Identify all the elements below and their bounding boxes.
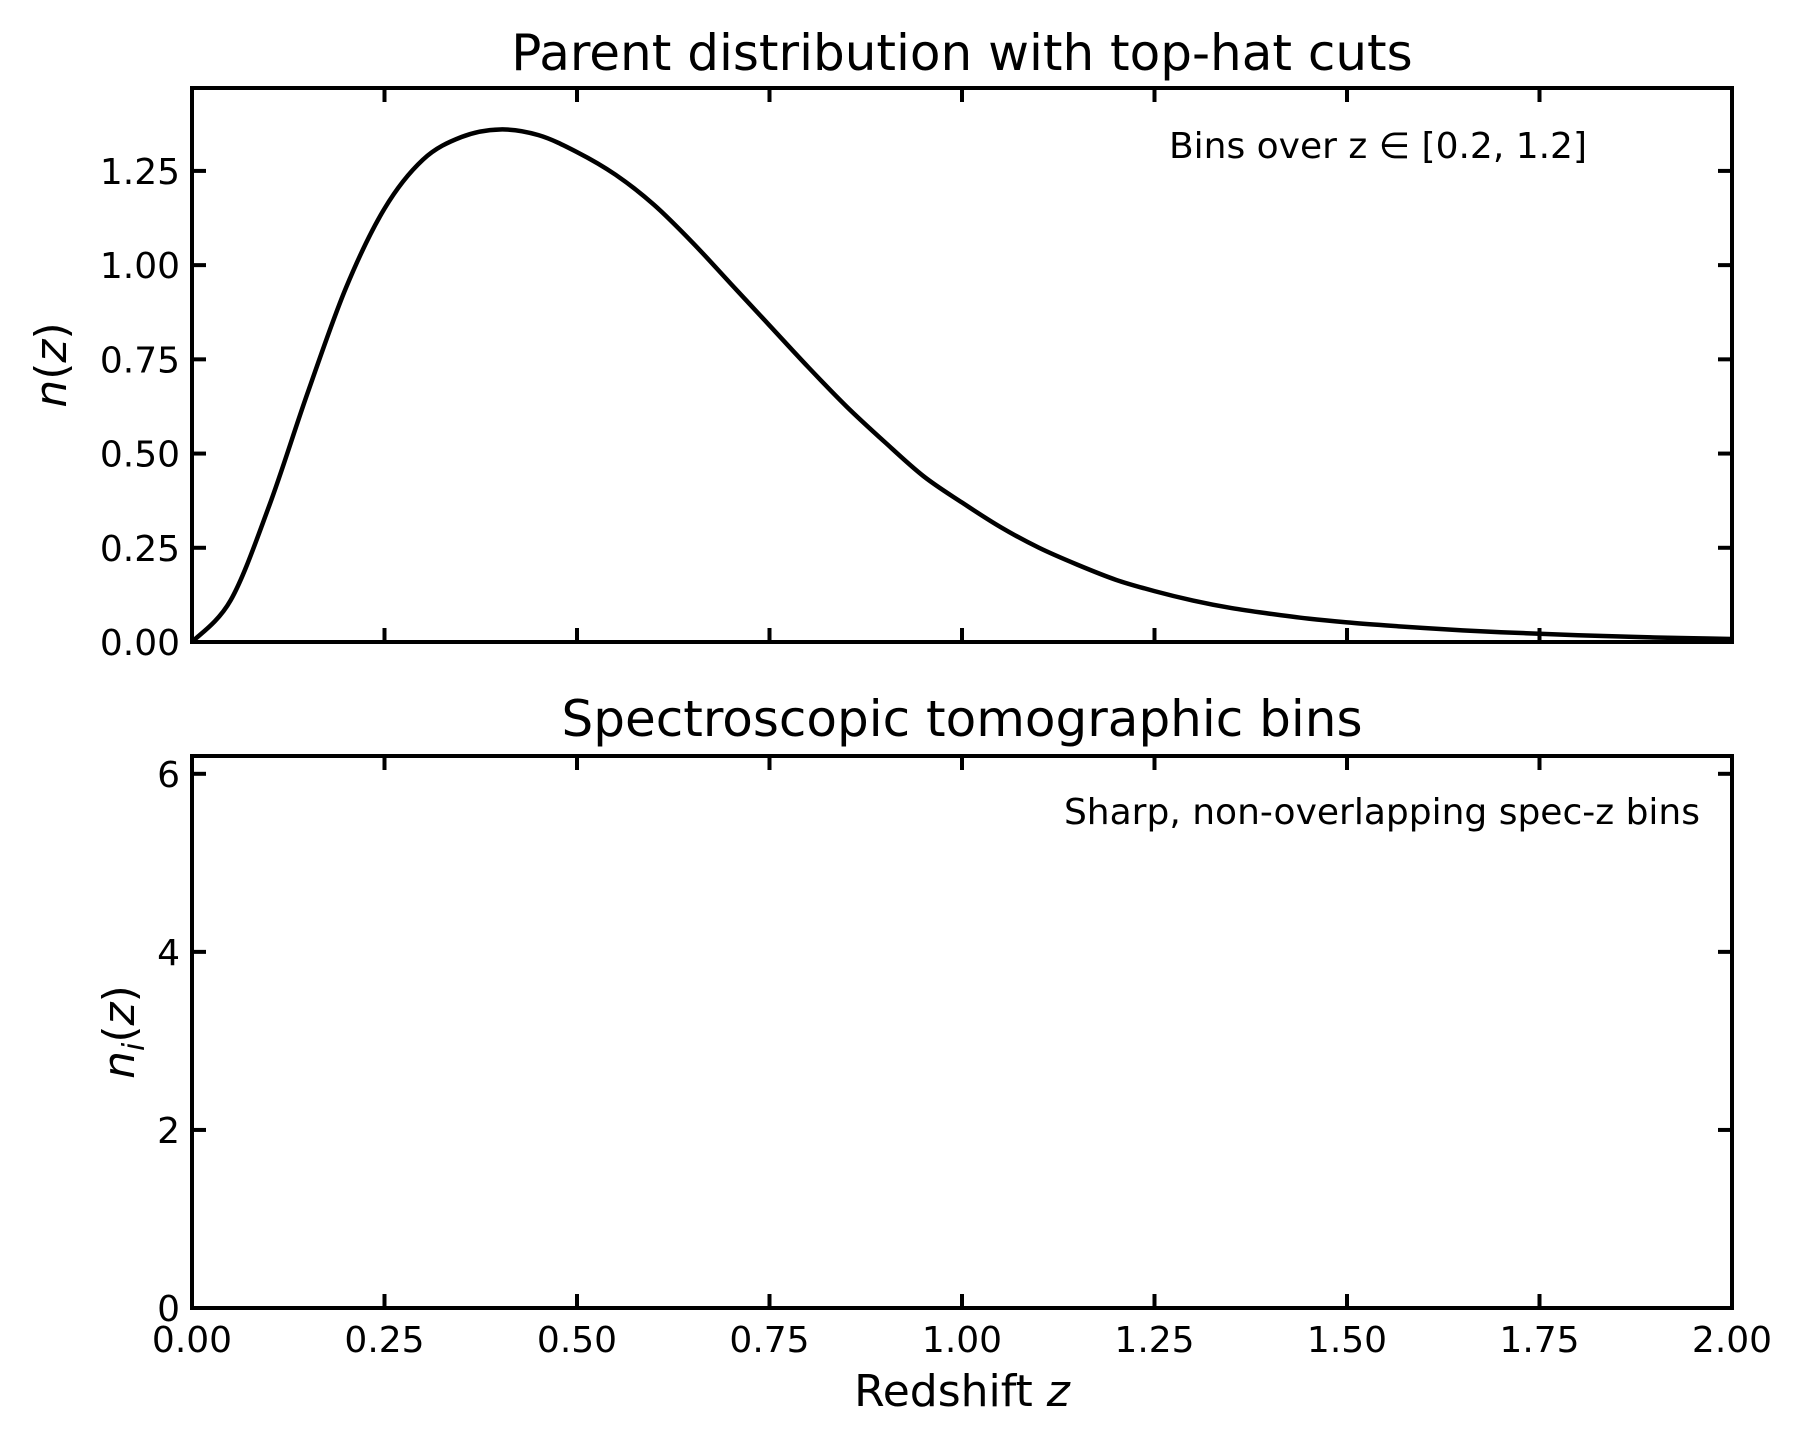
parent-distribution-panel: Parent distribution with top-hat cuts 0.… [26, 24, 1734, 664]
bottom-x-tick-label: 1.00 [922, 1320, 1002, 1361]
bottom-x-axis-label: Redshift z [854, 1366, 1071, 1417]
bottom-x-tick-label: 2.00 [1692, 1320, 1772, 1361]
bottom-x-tick-label: 0.50 [537, 1320, 617, 1361]
top-panel-title: Parent distribution with top-hat cuts [511, 24, 1412, 82]
bottom-panel-annotation: Sharp, non-overlapping spec-z bins [1064, 792, 1700, 833]
bottom-x-tick-label: 0.25 [344, 1320, 424, 1361]
top-y-tick-label: 1.00 [100, 246, 180, 287]
bottom-x-tick-label: 0.75 [729, 1320, 809, 1361]
bottom-axes-frame [190, 754, 1734, 1310]
bottom-y-tick-label: 2 [157, 1111, 180, 1152]
top-axes-frame [190, 86, 1734, 644]
top-y-tick-label: 0.00 [100, 623, 180, 664]
bottom-x-tick-label: 1.25 [1114, 1320, 1194, 1361]
bottom-y-tick-label: 0 [157, 1289, 180, 1330]
top-y-tick-label: 0.75 [100, 340, 180, 381]
top-y-tick-label: 0.50 [100, 435, 180, 476]
top-panel-annotation: Bins over z ∈ [0.2, 1.2] [1169, 126, 1587, 167]
bottom-panel-title: Spectroscopic tomographic bins [561, 690, 1362, 748]
bottom-x-tick-label: 1.50 [1307, 1320, 1387, 1361]
bottom-y-tick-label: 4 [157, 933, 180, 974]
bottom-x-tick-label: 0.00 [152, 1320, 232, 1361]
bottom-y-axis-label: ni(z) [94, 985, 152, 1079]
top-y-tick-label: 0.25 [100, 529, 180, 570]
parent-nz-curve [190, 127, 1733, 644]
bottom-x-tick-label: 1.75 [1499, 1320, 1579, 1361]
top-y-tick-label: 1.25 [100, 152, 180, 193]
bottom-y-tick-label: 6 [157, 755, 180, 796]
top-y-axis-label: n(z) [26, 322, 77, 407]
tomographic-bins-panel: Spectroscopic tomographic bins 0.00 0.25 0… [94, 690, 1772, 1417]
